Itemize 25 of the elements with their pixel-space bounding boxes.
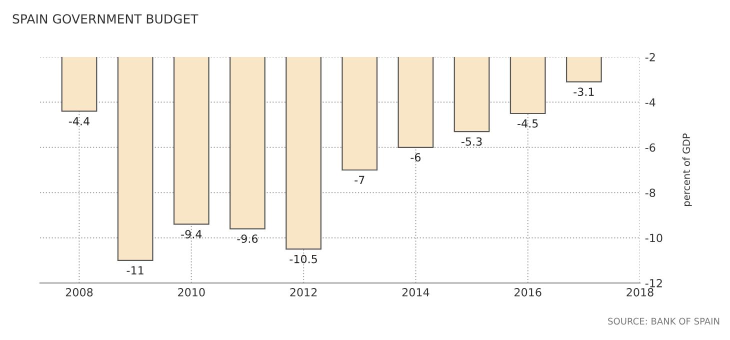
data-label: -3.1 — [574, 88, 594, 96]
data-label: -9.6 — [237, 234, 258, 243]
data-label: -7 — [354, 176, 364, 184]
y-tick-label: -10 — [645, 234, 662, 242]
data-label: -6 — [410, 153, 421, 162]
y-tick-label: -6 — [645, 143, 656, 152]
x-tick-label: 2008 — [66, 288, 93, 296]
data-label: -4.5 — [518, 119, 538, 128]
x-tick-label: 2016 — [514, 288, 542, 296]
x-tick-label: 2010 — [178, 288, 205, 296]
x-tick-label: 2012 — [290, 288, 317, 296]
x-tick-label: 2014 — [402, 288, 430, 296]
source-note: SOURCE: BANK OF SPAIN — [608, 318, 720, 325]
y-axis-title: percent of GDP — [682, 134, 692, 206]
y-tick-label: -8 — [645, 188, 656, 197]
data-label: -5.3 — [461, 137, 482, 146]
chart-title: SPAIN GOVERNMENT BUDGET — [12, 14, 198, 24]
y-tick-label: -4 — [645, 98, 656, 106]
y-tick-label: -2 — [645, 52, 655, 62]
x-tick-label: 2018 — [626, 288, 654, 296]
data-label: -10.5 — [290, 254, 317, 264]
y-tick-label: -12 — [645, 278, 662, 288]
data-label: -11 — [126, 266, 144, 274]
data-label: -4.4 — [68, 117, 90, 126]
data-label: -9.4 — [181, 230, 202, 238]
